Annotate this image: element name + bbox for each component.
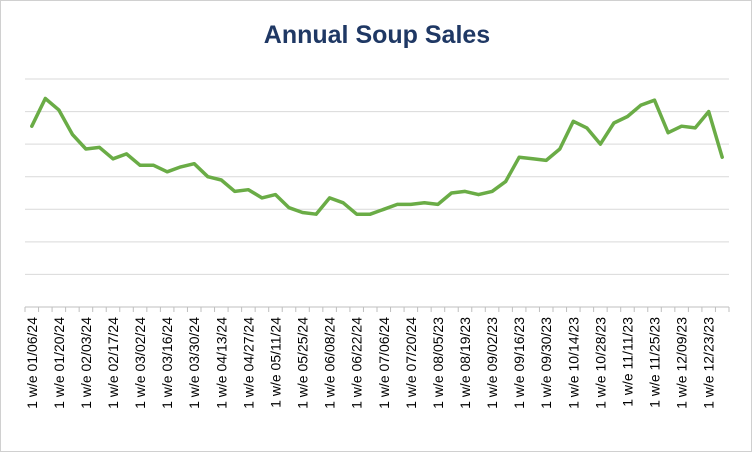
data-point (653, 98, 657, 102)
data-point (246, 188, 250, 192)
data-point (477, 193, 481, 197)
data-point (531, 157, 535, 161)
x-tick-label: 1 w/e 09/30/23 (538, 317, 554, 409)
data-point (179, 165, 183, 169)
data-point (233, 189, 237, 193)
data-point (43, 97, 47, 101)
data-point (680, 124, 684, 128)
data-point (165, 170, 169, 174)
gridlines (24, 78, 730, 312)
x-tick-label: 1 w/e 09/16/23 (511, 317, 527, 409)
data-point (57, 108, 61, 112)
x-tick-label: 1 w/e 05/11/24 (267, 317, 283, 408)
x-tick-label: 1 w/e 11/11/23 (619, 317, 635, 407)
data-point (273, 193, 277, 197)
x-tick-label: 1 w/e 08/19/23 (457, 317, 473, 409)
x-tick-label: 1 w/e 04/27/24 (240, 317, 256, 409)
data-point (598, 142, 602, 146)
data-point (192, 162, 196, 166)
data-point (504, 180, 508, 184)
data-point (395, 202, 399, 206)
x-tick-label: 1 w/e 01/06/24 (24, 317, 40, 409)
data-point (517, 155, 521, 159)
data-point (612, 121, 616, 125)
data-point (30, 124, 34, 128)
data-point (436, 202, 440, 206)
data-point (111, 157, 115, 161)
series-line (30, 96, 724, 216)
x-tick-label: 1 w/e 03/30/24 (186, 317, 202, 409)
data-point (693, 126, 697, 130)
x-tick-label: 1 w/e 03/02/24 (132, 317, 148, 409)
data-point (449, 191, 453, 195)
x-tick-labels: 1 w/e 01/06/24 1 w/e 01/20/24 1 w/e 02/03/… (24, 317, 717, 409)
x-tick-label: 1 w/e 06/22/24 (349, 317, 365, 409)
data-point (84, 147, 88, 151)
x-tick-label: 1 w/e 12/23/23 (701, 317, 717, 409)
data-point (260, 196, 264, 200)
data-point (97, 145, 101, 149)
data-point (409, 202, 413, 206)
x-tick-label: 1 w/e 07/20/24 (403, 317, 419, 409)
x-tick-label: 1 w/e 09/02/23 (484, 317, 500, 409)
series-group (30, 96, 724, 216)
data-point (422, 201, 426, 205)
data-point (544, 158, 548, 162)
data-point (382, 207, 386, 211)
x-tick-label: 1 w/e 10/28/23 (592, 317, 608, 409)
data-point (70, 132, 74, 136)
x-tick-label: 1 w/e 03/16/24 (159, 317, 175, 409)
x-tick-label: 1 w/e 07/06/24 (376, 317, 392, 409)
data-point (287, 206, 291, 210)
data-point (558, 147, 562, 151)
data-point (328, 196, 332, 200)
data-point (125, 152, 129, 156)
data-point (138, 163, 142, 167)
data-point (707, 110, 711, 114)
data-point (585, 126, 589, 130)
data-point (463, 189, 467, 193)
x-tick-label: 1 w/e 11/25/23 (647, 317, 663, 408)
x-tick-label: 1 w/e 02/17/24 (105, 317, 121, 409)
data-point (639, 103, 643, 107)
x-tick-label: 1 w/e 12/09/23 (674, 317, 690, 409)
x-tick-label: 1 w/e 05/25/24 (295, 317, 311, 409)
data-point (206, 175, 210, 179)
data-point (152, 163, 156, 167)
data-point (666, 131, 670, 135)
data-point (490, 189, 494, 193)
data-point (301, 211, 305, 215)
data-point (314, 212, 318, 216)
data-point (625, 114, 629, 118)
data-point (571, 119, 575, 123)
data-point (368, 212, 372, 216)
x-tick-label: 1 w/e 04/13/24 (213, 317, 229, 409)
data-point (219, 178, 223, 182)
x-tick-label: 1 w/e 08/05/23 (430, 317, 446, 409)
data-point (720, 155, 724, 159)
x-tick-label: 1 w/e 10/14/23 (565, 317, 581, 409)
x-tick-label: 1 w/e 01/20/24 (51, 317, 67, 409)
x-tick-label: 1 w/e 02/03/24 (78, 317, 94, 409)
x-tick-label: 1 w/e 06/08/24 (322, 317, 338, 409)
data-point (341, 201, 345, 205)
data-point (355, 212, 359, 216)
chart-title: Annual Soup Sales (263, 21, 491, 49)
